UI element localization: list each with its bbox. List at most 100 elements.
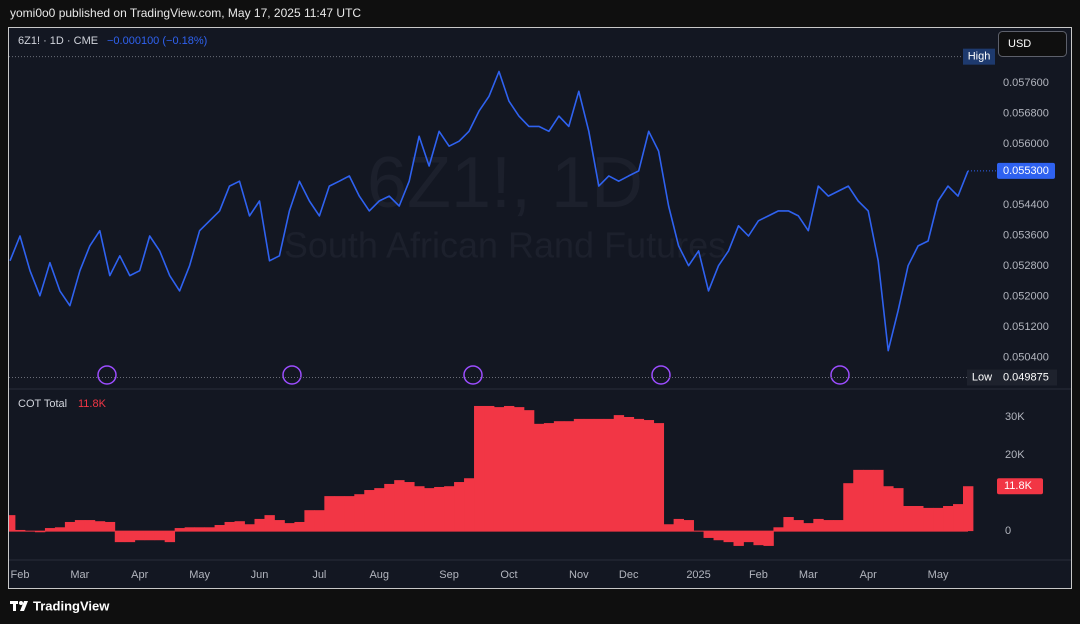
cot-bar <box>593 418 605 532</box>
high-tag-box <box>963 48 995 65</box>
cot-bar <box>943 505 954 532</box>
cot-bar <box>184 527 196 532</box>
cot-bar <box>493 407 505 532</box>
cot-bar <box>533 423 545 532</box>
brand-name: TradingView <box>33 598 110 613</box>
x-tick-label: Nov <box>569 569 589 581</box>
cot-bar <box>963 486 974 532</box>
cot-bar <box>713 531 724 541</box>
cot-bar <box>723 531 734 543</box>
cot-bar <box>923 507 934 532</box>
y-tick-label: 0.057600 <box>1003 77 1049 89</box>
cot-bar <box>84 520 96 532</box>
y-tick-label: 0.052000 <box>1003 291 1049 303</box>
cot-bar <box>324 496 335 532</box>
cot-bar <box>444 486 455 532</box>
currency-button[interactable] <box>998 31 1067 57</box>
event-icon[interactable] <box>463 365 483 385</box>
price-pane <box>9 70 969 352</box>
cot-bar <box>933 507 944 532</box>
cot-bar <box>643 420 655 532</box>
cot-bar <box>683 520 694 532</box>
currency-label[interactable]: USD <box>1008 38 1031 50</box>
cot-bar <box>733 531 744 546</box>
cot-bar <box>9 515 16 532</box>
cot-bar <box>703 531 714 538</box>
cot-bar <box>623 417 635 532</box>
event-icon[interactable] <box>97 365 117 385</box>
cot-bar <box>523 410 535 532</box>
cot-bar <box>344 496 355 532</box>
x-tick-label: Feb <box>10 569 29 581</box>
cot-bar <box>254 518 265 532</box>
x-tick-label: Mar <box>799 569 818 581</box>
y-tick-label: 0 <box>1005 525 1011 537</box>
brand-logo <box>10 601 28 611</box>
event-icon[interactable] <box>830 365 850 385</box>
cot-bar <box>154 531 166 541</box>
y-tick-label: 0.054400 <box>1003 199 1049 211</box>
cot-bar <box>454 482 465 532</box>
y-tick-label: 0.053600 <box>1003 230 1049 242</box>
cot-bar <box>903 505 914 532</box>
cot-bar <box>394 480 405 532</box>
cot-bar <box>953 504 964 532</box>
event-icon[interactable] <box>282 365 302 385</box>
cot-bar <box>853 469 864 532</box>
cot-bar <box>104 521 116 532</box>
x-tick-label: Jul <box>312 569 326 581</box>
last-price-box <box>997 162 1055 179</box>
cot-bar <box>513 407 525 532</box>
cot-bar <box>404 482 415 532</box>
watermark-title: 6Z1!, 1D <box>367 143 643 223</box>
x-tick-label: Oct <box>500 569 517 581</box>
event-icon[interactable] <box>651 365 671 385</box>
cot-bar <box>503 405 515 532</box>
x-tick-label: Mar <box>70 569 89 581</box>
cot-bar <box>314 510 325 532</box>
change-label: −0.000100 (−0.18%) <box>107 35 207 47</box>
x-tick-label: Sep <box>439 569 459 581</box>
cot-bar <box>434 486 445 532</box>
cot-bar <box>633 418 645 532</box>
cot-bar <box>753 531 764 546</box>
cot-bar <box>364 490 375 532</box>
cot-bar <box>334 496 345 532</box>
cot-bar <box>274 520 285 532</box>
cot-bar <box>583 418 595 532</box>
cot-bar <box>913 505 924 532</box>
cot-bar <box>114 531 126 543</box>
cot-bar <box>14 529 26 532</box>
y-tick-label: 0.052800 <box>1003 260 1049 272</box>
low-tag-box <box>967 369 997 386</box>
last-value-label: 11.8K <box>1004 480 1033 492</box>
cot-bar <box>573 418 585 532</box>
cot-bar <box>214 525 225 532</box>
low-tag: Low <box>972 371 992 383</box>
cot-bar <box>424 488 435 532</box>
cot-bar <box>484 405 495 532</box>
cot-bar <box>194 527 205 532</box>
cot-bar <box>464 478 475 532</box>
cot-bar <box>563 421 575 532</box>
cot-bar <box>64 521 76 532</box>
cot-bar <box>74 520 86 532</box>
low-value-label: 0.049875 <box>1003 371 1049 383</box>
cot-pane <box>9 405 974 546</box>
publisher-line: yomi0o0 published on TradingView.com, Ma… <box>10 6 361 20</box>
cot-bar <box>833 520 844 532</box>
cot-bar <box>873 469 884 532</box>
x-tick-label: Apr <box>131 569 148 581</box>
cot-bar <box>44 528 56 532</box>
x-tick-label: Dec <box>619 569 639 581</box>
x-tick-label: Apr <box>860 569 877 581</box>
cot-bar <box>603 418 615 532</box>
cot-bar <box>54 527 66 532</box>
cot-bar <box>174 528 186 532</box>
cot-bar <box>673 518 684 532</box>
cot-bar <box>613 415 625 532</box>
cot-bar <box>164 531 176 543</box>
y-tick-label: 0.056000 <box>1003 138 1049 150</box>
cot-bar <box>843 483 854 532</box>
